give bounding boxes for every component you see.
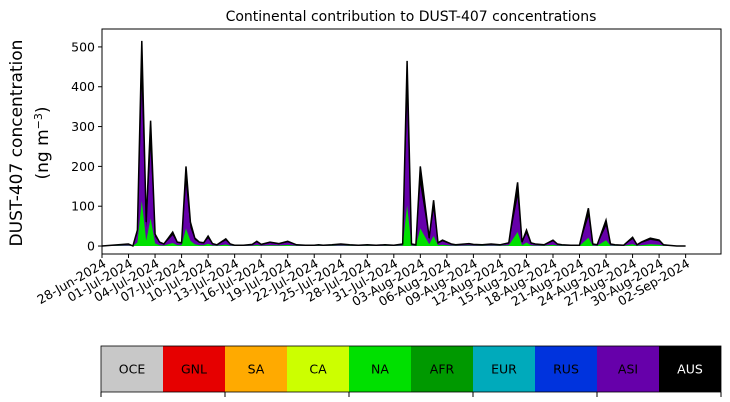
legend-swatch-gnl [163,346,225,392]
area-asi [102,88,686,246]
legend-swatch-oce [101,346,163,392]
legend-swatch-asi [597,346,659,392]
legend-swatch-ca [287,346,349,392]
legend-label-eur: EUR [491,362,517,377]
legend-swatch-rus [535,346,597,392]
y-tick-label: 400 [71,79,95,94]
legend-label-gnl: GNL [181,362,207,377]
y-tick-label: 100 [71,199,95,214]
y-tick-label: 0 [87,239,95,254]
total-line [101,40,686,248]
y-axis-label-line2: (ng m−3) [32,106,53,179]
legend-label-ca: CA [309,362,327,377]
series-layer [101,40,686,248]
legend-label-sa: SA [248,362,265,377]
y-axis-label-unit-prefix: (ng m [33,129,53,179]
legend-swatch-sa [225,346,287,392]
legend-label-rus: RUS [553,362,579,377]
y-axis-label-unit-suffix: ) [33,106,53,113]
legend-label-na: NA [371,362,389,377]
legend-swatch-na [349,346,411,392]
y-tick-label: 500 [71,39,95,54]
region-colorbar: OCE GNL SA CA NA AFR EUR RUS ASI AUS [100,345,722,397]
y-tick-label: 200 [71,159,95,174]
chart-title: Continental contribution to DUST-407 con… [226,9,597,25]
y-axis-label: DUST-407 concentration (ng m−3) [7,40,53,247]
legend-swatch-eur [473,346,535,392]
legend-label-oce: OCE [119,362,146,377]
y-axis-label-line1: DUST-407 concentration [7,40,27,247]
legend-label-asi: ASI [618,362,638,377]
x-axis-ticks: 28-Jun-202401-Jul-202404-Jul-202407-Jul-… [34,254,692,309]
legend-swatch-afr [411,346,473,392]
y-tick-label: 300 [71,119,95,134]
y-axis-label-unit-exponent: −3 [32,113,45,129]
legend-frame [100,345,722,393]
y-axis-ticks: 0 100 200 300 400 500 [71,39,102,254]
plot-frame [101,28,722,255]
legend-label-aus: AUS [677,362,703,377]
legend-label-afr: AFR [430,362,455,377]
legend-swatch-aus [659,346,721,392]
